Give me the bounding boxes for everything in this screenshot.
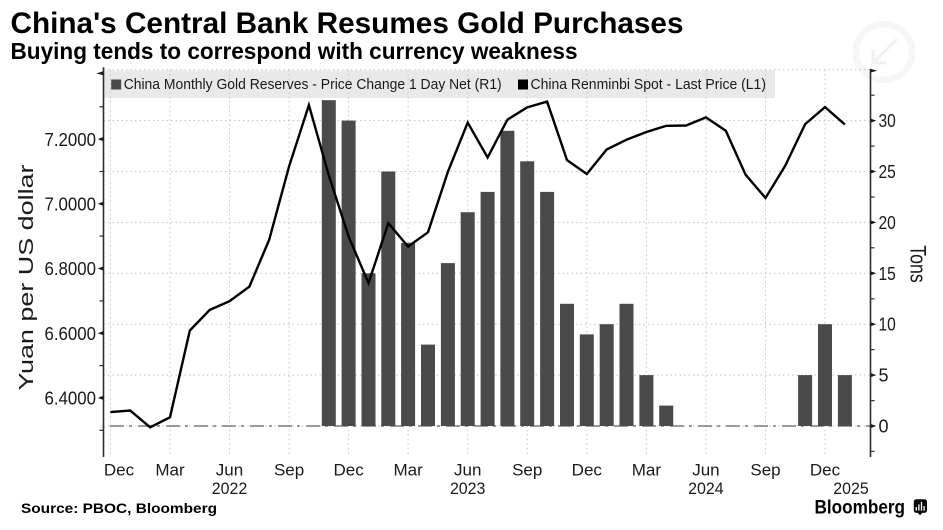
svg-text:Mar: Mar: [632, 461, 662, 480]
svg-text:Dec: Dec: [104, 461, 135, 480]
svg-text:Sep: Sep: [274, 461, 304, 480]
svg-text:20: 20: [879, 213, 896, 233]
svg-text:Buying tends to correspond wit: Buying tends to correspond with currency…: [11, 38, 578, 64]
svg-text:China's Central Bank Resumes G: China's Central Bank Resumes Gold Purcha…: [11, 7, 684, 40]
svg-text:Mar: Mar: [155, 461, 185, 480]
svg-text:Sep: Sep: [512, 461, 542, 480]
svg-text:2024: 2024: [688, 479, 724, 498]
svg-text:Sep: Sep: [750, 461, 780, 480]
svg-text:0: 0: [879, 417, 889, 437]
svg-text:25: 25: [879, 162, 896, 182]
svg-text:Tons: Tons: [906, 245, 931, 283]
svg-text:6.6000: 6.6000: [45, 323, 97, 344]
svg-text:Jun: Jun: [692, 461, 719, 480]
svg-text:15: 15: [879, 264, 896, 284]
svg-text:Jun: Jun: [454, 461, 481, 480]
svg-text:6.4000: 6.4000: [45, 388, 97, 409]
svg-text:Jun: Jun: [216, 461, 243, 480]
svg-text:6.8000: 6.8000: [45, 258, 97, 279]
svg-text:10: 10: [879, 315, 896, 335]
svg-text:7.0000: 7.0000: [45, 194, 97, 215]
svg-text:Bloomberg: Bloomberg: [815, 498, 906, 519]
svg-text:Yuan per US dollar: Yuan per US dollar: [16, 164, 38, 390]
svg-text:7.2000: 7.2000: [45, 129, 97, 150]
svg-text:Dec: Dec: [810, 461, 841, 480]
svg-text:2023: 2023: [450, 479, 486, 498]
svg-text:China Monthly Gold Reserves -: China Monthly Gold Reserves - Price Chan…: [124, 77, 502, 93]
svg-text:Mar: Mar: [393, 461, 423, 480]
svg-text:5: 5: [879, 366, 889, 386]
svg-text:30: 30: [879, 111, 896, 131]
svg-text:Source: PBOC, Bloomberg: Source: PBOC, Bloomberg: [21, 500, 217, 516]
svg-text:2022: 2022: [212, 479, 248, 498]
svg-text:Dec: Dec: [572, 461, 603, 480]
svg-text:2025: 2025: [833, 479, 869, 498]
svg-text:China Renminbi Spot - Last Pri: China Renminbi Spot - Last Price (L1): [531, 77, 767, 93]
svg-text:Dec: Dec: [333, 461, 364, 480]
